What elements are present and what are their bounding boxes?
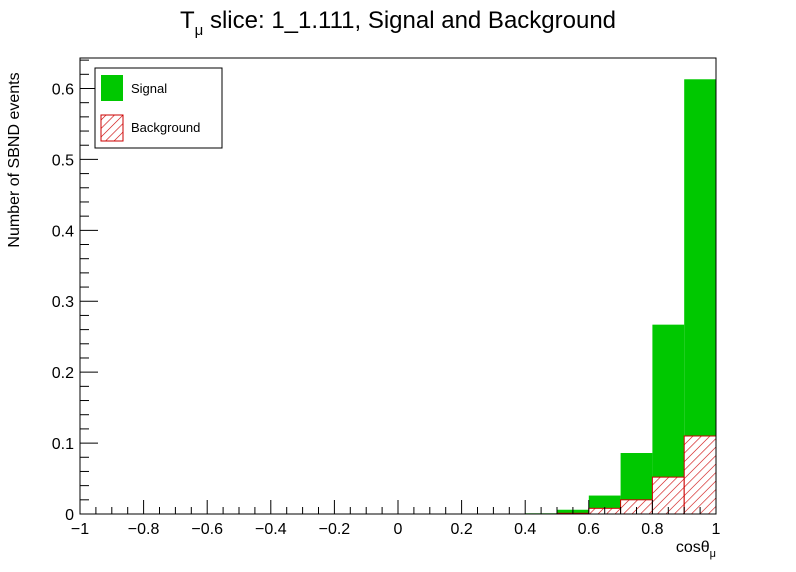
legend-swatch-signal (101, 75, 123, 101)
signal-bar (588, 495, 621, 509)
signal-bar (652, 324, 685, 478)
x-tick-label: 1 (712, 521, 721, 538)
legend-swatch-background (100, 114, 124, 142)
y-tick-label: 0.4 (52, 223, 74, 240)
axes-layer: −1 −0.8 −0.6 −0.4 −0.2 0 0.2 0.4 0.6 0.8 1 0 0.1 0.2 0… (52, 59, 721, 538)
y-tick-label: 0.3 (52, 294, 74, 311)
x-tick-label: −0.2 (319, 521, 351, 538)
x-tick-label: −1 (71, 521, 89, 538)
signal-bar (684, 79, 716, 436)
signal-bar (620, 453, 653, 500)
chart-title: Tμ slice: 1_1.111, Signal and Background (180, 7, 616, 39)
x-tick-label: 0.8 (641, 521, 663, 538)
x-tick-label: 0.2 (450, 521, 472, 538)
legend-label-background: Background (131, 120, 200, 135)
legend: Signal Background (94, 67, 223, 149)
y-tick-label: 0.5 (52, 152, 74, 169)
x-tick-label: −0.4 (255, 521, 287, 538)
x-tick-label: 0.4 (514, 521, 536, 538)
x-axis-label: cosθμ (676, 539, 716, 560)
x-tick-label: 0.6 (578, 521, 600, 538)
legend-label-signal: Signal (131, 81, 167, 96)
background-bar (683, 435, 717, 515)
x-tick-label: −0.8 (128, 521, 160, 538)
x-tick-label: 0 (394, 521, 403, 538)
y-tick-label: 0.1 (52, 436, 74, 453)
x-tick-label: −0.6 (191, 521, 223, 538)
y-axis-label: Number of SBND events (6, 72, 23, 247)
y-tick-label: 0.2 (52, 365, 74, 382)
y-tick-label: 0 (65, 507, 74, 524)
bars-layer (525, 79, 717, 515)
y-tick-label: 0.6 (52, 81, 74, 98)
